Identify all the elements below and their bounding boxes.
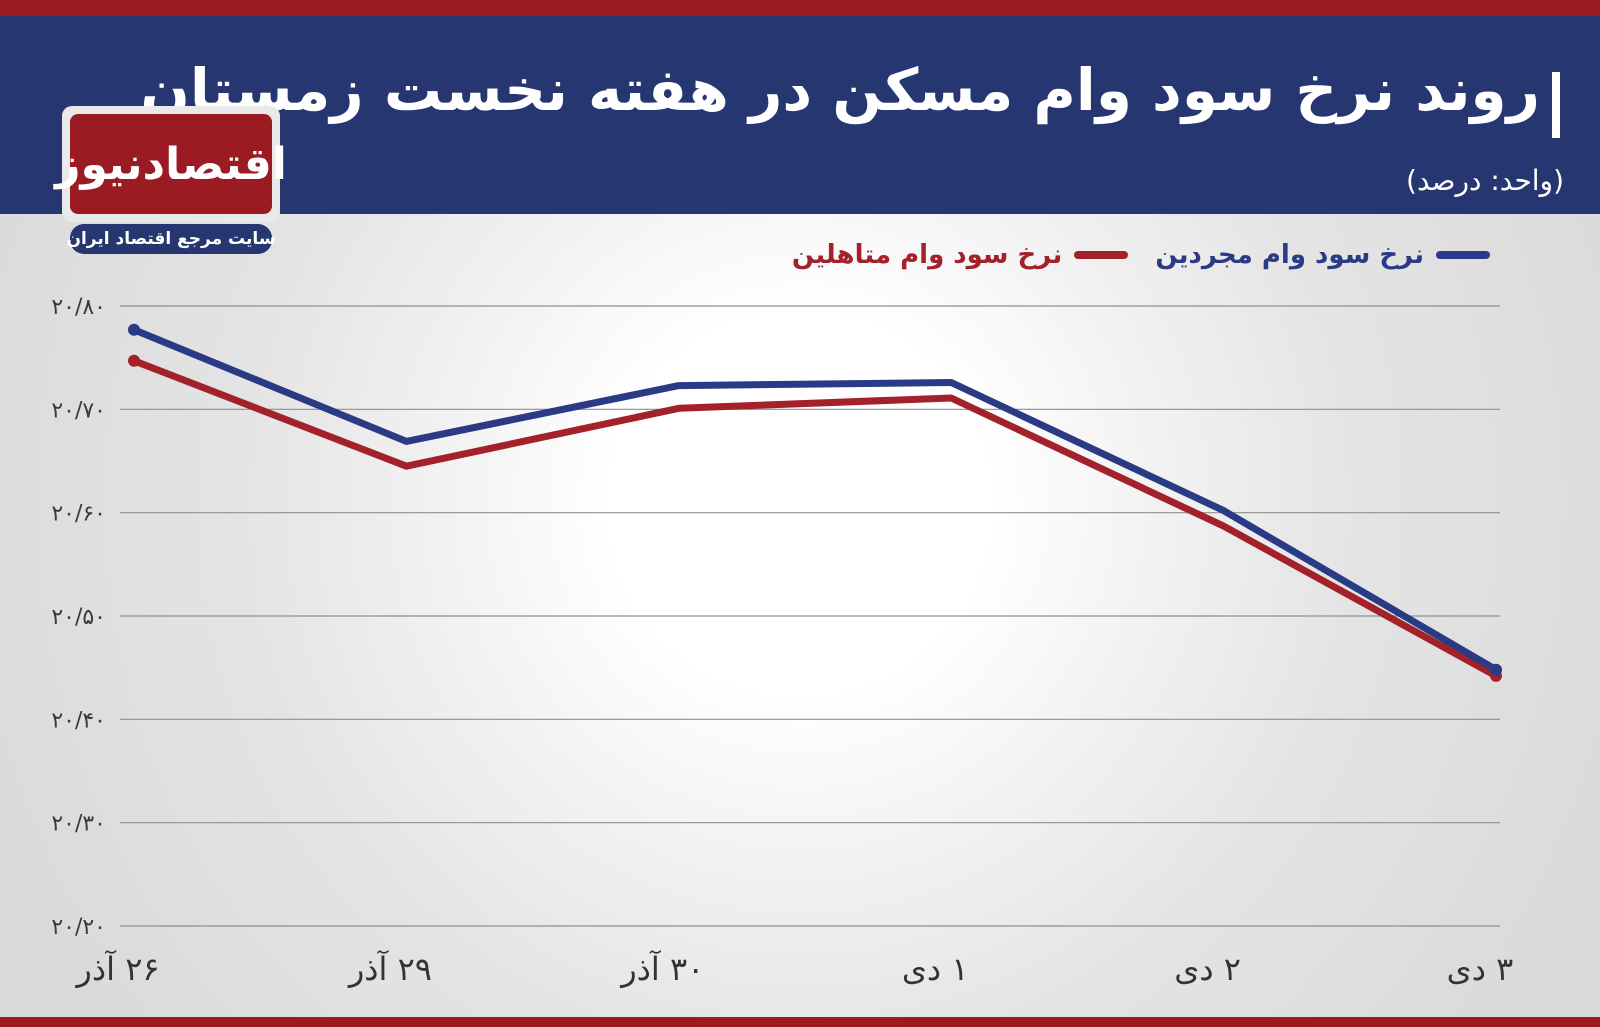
legend-label-married: نرخ سود وام متاهلین — [791, 240, 1063, 270]
y-tick-label: ۲۰/۸۰ — [51, 295, 106, 320]
y-tick-label: ۲۰/۷۰ — [51, 398, 106, 423]
series-line-married — [130, 357, 1500, 680]
x-tick-label: ۲ دی — [1174, 950, 1241, 988]
data-point-married — [128, 354, 140, 367]
chart-title: روند نرخ سود وام مسکن در هفته نخست زمستا… — [140, 56, 1540, 124]
legend-item-married: نرخ سود وام متاهلین — [791, 240, 1129, 270]
logo-tagline: سایت مرجع اقتصاد ایران — [66, 224, 276, 254]
data-point-single — [128, 323, 140, 336]
y-tick-label: ۲۰/۶۰ — [51, 502, 106, 527]
y-tick-label: ۲۰/۲۰ — [51, 915, 106, 940]
legend-label-single: نرخ سود وام مجردین — [1155, 240, 1424, 270]
unit-label: (واحد: درصد) — [1406, 164, 1564, 197]
chart-legend: نرخ سود وام مجردین نرخ سود وام متاهلین — [770, 240, 1490, 280]
y-tick-label: ۲۰/۳۰ — [51, 812, 106, 837]
legend-swatch-married — [1074, 251, 1129, 259]
y-tick-label: ۲۰/۴۰ — [51, 708, 106, 733]
data-point-single — [1490, 663, 1502, 676]
x-tick-label: ۳ دی — [1447, 950, 1514, 988]
bottom-accent-stripe — [0, 1017, 1600, 1027]
x-tick-label: ۲۶ آذر — [74, 949, 159, 988]
x-tick-label: ۲۹ آذر — [347, 949, 432, 988]
legend-item-single: نرخ سود وام مجردین — [1155, 240, 1490, 270]
title-accent-bar — [1552, 72, 1560, 138]
x-tick-label: ۱ دی — [902, 950, 969, 988]
top-accent-stripe — [0, 0, 1600, 16]
y-tick-label: ۲۰/۵۰ — [51, 605, 106, 630]
legend-swatch-single — [1436, 251, 1490, 259]
series-line-single — [130, 326, 1500, 674]
x-tick-label: ۳۰ آذر — [619, 949, 704, 988]
logo: اقتصادنیوز — [55, 114, 287, 214]
